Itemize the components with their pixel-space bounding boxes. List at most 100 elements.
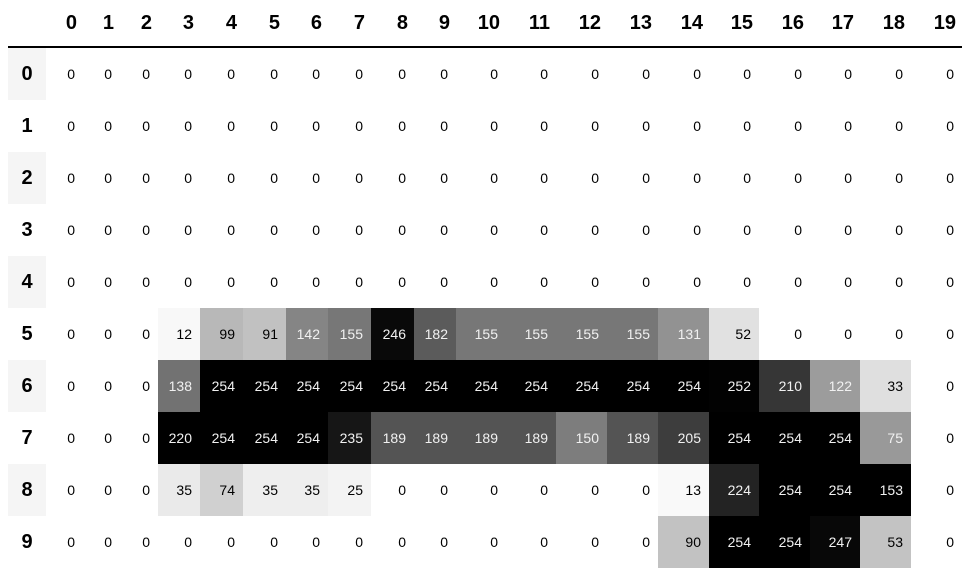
table-cell: 210	[759, 360, 810, 412]
table-cell: 0	[414, 152, 456, 204]
table-cell: 0	[120, 100, 158, 152]
table-cell: 35	[158, 464, 200, 516]
table-cell: 0	[328, 516, 371, 568]
table-cell: 189	[506, 412, 556, 464]
table-cell: 155	[328, 308, 371, 360]
table-cell: 0	[456, 152, 506, 204]
corner-blank	[8, 0, 46, 47]
table-cell: 254	[243, 360, 286, 412]
table-cell: 122	[810, 360, 860, 412]
table-cell: 0	[759, 308, 810, 360]
table-cell: 0	[286, 256, 328, 308]
table-cell: 0	[810, 204, 860, 256]
table-cell: 0	[414, 256, 456, 308]
table-cell: 0	[658, 47, 709, 100]
table-cell: 189	[371, 412, 414, 464]
table-cell: 0	[371, 464, 414, 516]
table-cell: 0	[200, 204, 243, 256]
table-cell: 0	[286, 47, 328, 100]
table-cell: 0	[911, 100, 962, 152]
column-header: 15	[730, 11, 753, 34]
table-cell: 254	[709, 412, 759, 464]
table-cell: 153	[860, 464, 911, 516]
column-header: 14	[680, 11, 703, 34]
table-cell: 0	[607, 516, 658, 568]
header-row: 0 1 2 3 4 5 6 7 8 9 10 11 12 13 14 15 16 17 18 19	[8, 0, 962, 47]
table-cell: 0	[607, 152, 658, 204]
table-cell: 35	[243, 464, 286, 516]
table-cell: 0	[658, 152, 709, 204]
table-cell: 0	[911, 412, 962, 464]
table-cell: 0	[83, 152, 120, 204]
table-cell: 0	[243, 516, 286, 568]
table-cell: 0	[158, 47, 200, 100]
table-cell: 0	[46, 308, 83, 360]
table-cell: 0	[506, 516, 556, 568]
table-cell: 53	[860, 516, 911, 568]
table-cell: 0	[328, 256, 371, 308]
table-cell: 220	[158, 412, 200, 464]
table-cell: 0	[759, 204, 810, 256]
row-index: 4	[8, 256, 46, 308]
table-cell: 0	[83, 360, 120, 412]
table-cell: 155	[607, 308, 658, 360]
table-cell: 0	[607, 100, 658, 152]
row-index: 0	[8, 47, 46, 100]
table-cell: 254	[243, 412, 286, 464]
table-cell: 0	[83, 256, 120, 308]
table-cell: 0	[506, 256, 556, 308]
table-cell: 0	[658, 100, 709, 152]
table-cell: 0	[120, 516, 158, 568]
table-cell: 0	[414, 204, 456, 256]
table-cell: 0	[83, 464, 120, 516]
table-cell: 0	[759, 152, 810, 204]
table-cell: 0	[158, 516, 200, 568]
table-cell: 0	[556, 47, 607, 100]
table-cell: 0	[371, 516, 414, 568]
table-cell: 25	[328, 464, 371, 516]
row-index: 7	[8, 412, 46, 464]
table-cell: 0	[709, 100, 759, 152]
table-cell: 0	[860, 100, 911, 152]
column-header: 7	[353, 11, 365, 34]
table-cell: 99	[200, 308, 243, 360]
table-cell: 0	[607, 204, 658, 256]
table-cell: 0	[456, 204, 506, 256]
table-cell: 0	[46, 47, 83, 100]
table-cell: 254	[456, 360, 506, 412]
table-cell: 254	[328, 360, 371, 412]
table-cell: 0	[158, 100, 200, 152]
table-cell: 0	[200, 516, 243, 568]
row-index: 9	[8, 516, 46, 568]
table-cell: 0	[556, 516, 607, 568]
table-cell: 0	[328, 100, 371, 152]
table-cell: 0	[911, 308, 962, 360]
table-cell: 0	[286, 516, 328, 568]
table-cell: 254	[506, 360, 556, 412]
table-cell: 142	[286, 308, 328, 360]
table-cell: 254	[810, 412, 860, 464]
table-cell: 0	[556, 100, 607, 152]
table-cell: 0	[46, 360, 83, 412]
table-cell: 0	[371, 152, 414, 204]
table-cell: 0	[243, 256, 286, 308]
table-cell: 0	[120, 464, 158, 516]
table-cell: 0	[860, 152, 911, 204]
table-cell: 0	[46, 412, 83, 464]
table-cell: 0	[709, 152, 759, 204]
table-cell: 0	[414, 47, 456, 100]
table-cell: 0	[83, 100, 120, 152]
table-cell: 0	[286, 100, 328, 152]
table-cell: 254	[286, 360, 328, 412]
column-header: 2	[140, 11, 152, 34]
table-cell: 0	[506, 204, 556, 256]
table-cell: 0	[46, 100, 83, 152]
column-header: 8	[396, 11, 408, 34]
row-index: 5	[8, 308, 46, 360]
